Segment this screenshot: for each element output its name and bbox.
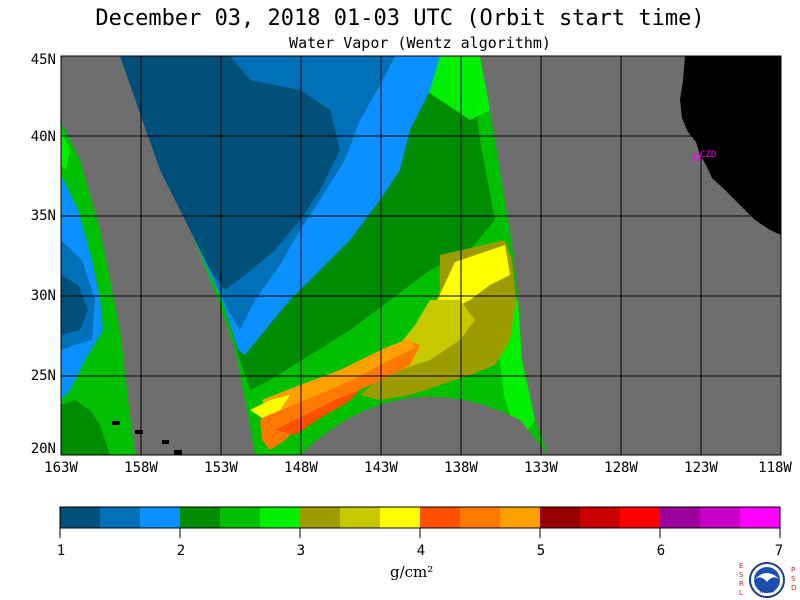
logo-letter-p: P [791, 566, 796, 574]
colorbar-swatch [300, 507, 340, 528]
colorbar-swatch [100, 507, 140, 528]
logo-letter-e: E [739, 562, 744, 570]
noaa-seal-text: NOAA [760, 589, 775, 595]
noaa-seal-icon: NOAA [749, 562, 785, 598]
lon-label-153w: 153W [204, 460, 238, 476]
lon-label-118w: 118W [758, 460, 792, 476]
colorbar-swatch [340, 507, 380, 528]
colorbar-tick-3: 3 [296, 543, 306, 559]
colorbar-tick-1: 1 [56, 543, 66, 559]
noaa-logo: E S R L NOAA P S D [737, 560, 797, 600]
station-marker [693, 153, 701, 161]
lat-label-30n: 30N [30, 288, 56, 304]
lat-label-20n: 20N [30, 441, 56, 457]
lon-label-123w: 123W [684, 460, 718, 476]
colorbar-swatch [380, 507, 420, 528]
colorbar-swatch [740, 507, 780, 528]
lon-label-128w: 128W [604, 460, 638, 476]
colorbar-swatch [620, 507, 660, 528]
colorbar-tick-4: 4 [416, 543, 426, 559]
colorbar-swatch [260, 507, 300, 528]
colorbar-tick-5: 5 [536, 543, 546, 559]
logo-letter-r: R [739, 580, 744, 588]
lon-label-133w: 133W [524, 460, 558, 476]
left-swath [61, 122, 135, 455]
colorbar-units: g/cm² [390, 563, 434, 581]
colorbar-swatch [460, 507, 500, 528]
lon-label-163w: 163W [44, 460, 78, 476]
colorbar-tick-6: 6 [656, 543, 666, 559]
lon-label-143w: 143W [364, 460, 398, 476]
colorbar-swatch [140, 507, 180, 528]
lat-label-35n: 35N [30, 208, 56, 224]
map-subtitle: Water Vapor (Wentz algorithm) [289, 34, 551, 52]
colorbar [59, 506, 781, 538]
colorbar-tick-2: 2 [176, 543, 186, 559]
colorbar-swatch [540, 507, 580, 528]
logo-letter-d: D [791, 584, 797, 592]
colorbar-swatch [420, 507, 460, 528]
station-label: CZD [700, 150, 716, 160]
hawaii-islands [112, 421, 182, 455]
logo-letter-l: L [739, 589, 743, 597]
colorbar-swatch [580, 507, 620, 528]
colorbar-swatch [500, 507, 540, 528]
map-plot-area [61, 56, 781, 455]
lon-label-158w: 158W [124, 460, 158, 476]
map-title: December 03, 2018 01-03 UTC (Orbit start… [95, 6, 705, 31]
logo-letter-s2: S [791, 575, 796, 583]
colorbar-swatch [220, 507, 260, 528]
logo-letter-s: S [739, 571, 744, 579]
lon-label-138w: 138W [444, 460, 478, 476]
map-frame [60, 55, 782, 456]
colorbar-tick-7: 7 [774, 543, 784, 559]
colorbar-swatch [180, 507, 220, 528]
colorbar-swatch [60, 507, 100, 528]
lon-label-148w: 148W [284, 460, 318, 476]
lat-label-25n: 25N [30, 368, 56, 384]
colorbar-swatch [700, 507, 740, 528]
colorbar-swatch [660, 507, 700, 528]
land-mass [680, 56, 781, 235]
lat-label-40n: 40N [30, 129, 56, 145]
main-swath [120, 56, 548, 455]
graticule [61, 56, 781, 455]
lat-label-45n: 45N [30, 52, 56, 68]
